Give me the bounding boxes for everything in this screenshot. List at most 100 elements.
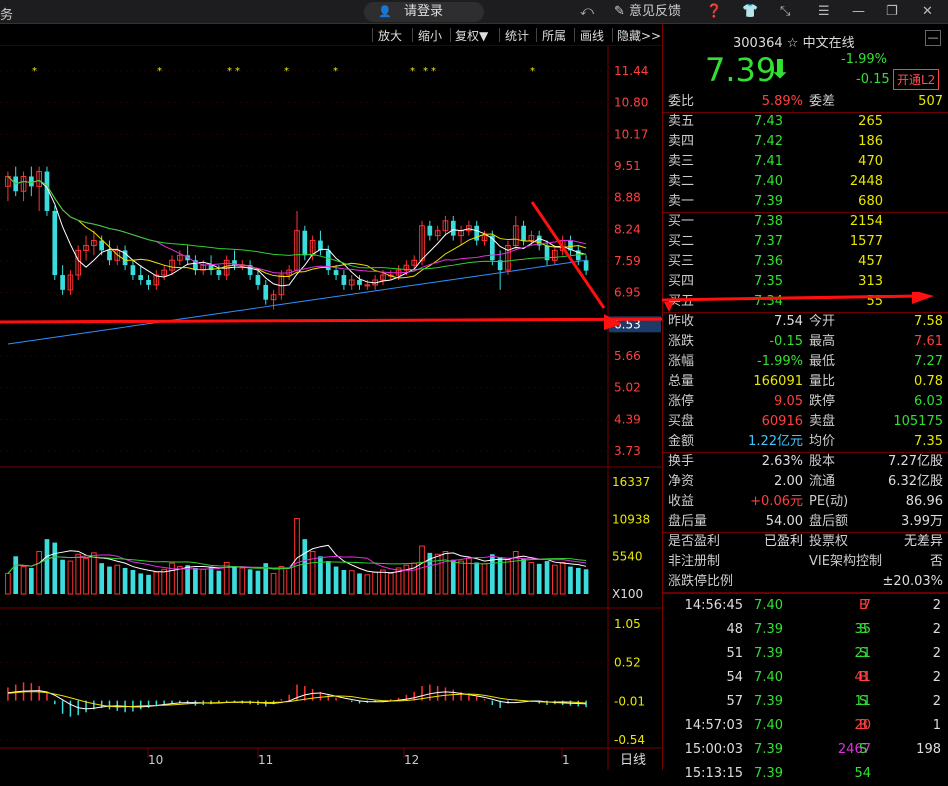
tick-row: 48 7.39 35 S 2: [663, 618, 948, 642]
volume-bar: [99, 563, 105, 594]
quote-value: 60916: [761, 414, 803, 429]
draw-line-button[interactable]: 画线: [580, 29, 605, 43]
login-button[interactable]: 👤 请登录: [364, 2, 484, 22]
volume-bar: [489, 554, 495, 594]
price-tick-label: 10.17: [614, 127, 648, 141]
volume-bar: [75, 553, 82, 595]
undo-icon[interactable]: ⤺: [580, 4, 594, 19]
quote-label: 最低: [809, 354, 836, 369]
candle-body: [357, 279, 362, 285]
feedback-button[interactable]: ✎ 意见反馈: [614, 4, 682, 19]
tick-count: 2: [932, 598, 941, 613]
candle-body: [512, 225, 519, 246]
fund-label: 收益: [668, 494, 695, 509]
shrink-icon[interactable]: ⤡: [780, 4, 791, 19]
order-label: 卖五: [668, 114, 695, 129]
tick-side: B: [859, 670, 868, 685]
sell-row: 卖一 7.39 680: [663, 192, 948, 212]
volume-bar: [52, 542, 58, 594]
buy-row: 买三 7.36 457: [663, 252, 948, 272]
fund-row: 收益 +0.06元 PE(动) 86.96: [663, 492, 948, 512]
volume-bar: [348, 570, 355, 595]
belongs-button[interactable]: 所属: [542, 29, 567, 43]
fund-label: 换手: [668, 454, 695, 469]
annotation-right-arrowhead: [912, 292, 934, 304]
extra-row: 涨跌停比例 ±20.03%: [663, 572, 948, 592]
tick-price: 7.39: [754, 694, 783, 709]
sell-row: 卖三 7.41 470: [663, 152, 948, 172]
candle-body: [193, 260, 198, 271]
minimize-icon[interactable]: —: [852, 4, 865, 19]
quote-label: 今开: [809, 314, 836, 329]
buy-row: 买四 7.35 313: [663, 272, 948, 292]
zoom-in-button[interactable]: 放大: [378, 29, 403, 43]
volume-bar: [216, 570, 222, 594]
kline-chart[interactable]: 11.44 10.80 10.17 9.51 8.88 8.24 7.59 6.95 6.53 5…: [0, 46, 911, 770]
collapse-button[interactable]: —: [925, 30, 941, 46]
fund-row: 净资 2.00 流通 6.32亿股: [663, 472, 948, 492]
kline-svg: 11.44 10.80 10.17 9.51 8.88 8.24 7.59 6.95 6.53 5…: [0, 46, 911, 770]
quote-value: -1.99%: [757, 354, 803, 369]
order-label: 卖一: [668, 194, 695, 209]
favorite-star-icon[interactable]: ☆: [786, 36, 799, 51]
quote-value: 9.05: [774, 394, 803, 409]
hide-button[interactable]: 隐藏>>: [617, 29, 662, 43]
tick-row: 14:57:03 7.40 20 B 1: [663, 714, 948, 738]
price-tick-label: 6.53: [614, 317, 641, 331]
volume-bar: [193, 567, 198, 594]
price-tick-label: 8.88: [614, 191, 641, 205]
quote-panel: 300364 ☆ 中文在线 — 7.39 ⬇ -1.99% -0.15 开通L2…: [662, 24, 948, 781]
volume-bar: [176, 566, 183, 595]
quote-value: 166091: [753, 374, 803, 389]
fund-label: 股本: [809, 454, 836, 469]
tick-volume: 41: [854, 670, 871, 685]
tick-price: 7.39: [754, 646, 783, 661]
volume-bar: [481, 563, 488, 595]
candle-body: [318, 240, 323, 251]
zoom-out-button[interactable]: 缩小: [418, 29, 443, 43]
quote-label: 均价: [809, 434, 836, 449]
price-tick-label: 7.59: [614, 254, 641, 268]
restore-icon[interactable]: ❐: [886, 4, 898, 19]
candle-body: [568, 240, 573, 251]
chart-toolbar: 放大 缩小 复权▼ 统计 所属 画线 隐藏>>: [0, 24, 662, 46]
volume-bar: [67, 560, 74, 595]
event-star-icon: *: [157, 66, 162, 77]
quote-value: 7.61: [914, 334, 943, 349]
candle-body: [99, 240, 105, 251]
order-price: 7.36: [754, 254, 783, 269]
candle-body: [114, 249, 121, 261]
quote-label: 涨停: [668, 394, 695, 409]
candle-body: [169, 259, 175, 271]
order-price: 7.35: [754, 274, 783, 289]
adjust-dropdown[interactable]: 复权▼: [455, 29, 489, 43]
close-icon[interactable]: ✕: [922, 4, 933, 19]
candle-body: [83, 244, 89, 251]
quote-value: 7.27: [914, 354, 943, 369]
tick-time: 57: [726, 694, 743, 709]
candle-body: [29, 176, 34, 187]
volume-bar: [294, 518, 300, 595]
shirt-icon[interactable]: 👕: [742, 4, 759, 19]
macd-tick-label: -0.01: [614, 694, 645, 708]
volume-tick-label: X100: [612, 587, 643, 601]
volume-bar: [474, 562, 480, 594]
extra-label: 是否盈利: [668, 534, 721, 549]
candle-body: [466, 225, 472, 232]
title-bar: 务 👤 请登录 ⤺ ✎ 意见反馈 ❓ 👕 ⤡ ☰ — ❐ ✕: [0, 0, 948, 24]
tick-count: 1: [932, 718, 941, 733]
menu-icon[interactable]: ☰: [818, 4, 830, 19]
open-l2-button[interactable]: 开通L2: [893, 69, 940, 90]
tick-row: 14:56:45 7.40 7 B 2: [663, 594, 948, 618]
annotation-arrowhead: [604, 314, 622, 330]
tick-side: B: [859, 718, 868, 733]
volume-bar: [255, 570, 261, 594]
volume-bar: [521, 558, 526, 594]
help-icon[interactable]: ❓: [706, 4, 723, 19]
stats-button[interactable]: 统计: [505, 29, 530, 43]
volume-bar: [286, 567, 293, 595]
event-star-icon: *: [410, 66, 415, 77]
x-tick-label: 12: [404, 753, 419, 767]
candle-body: [536, 235, 542, 246]
sell-row: 卖四 7.42 186: [663, 132, 948, 152]
